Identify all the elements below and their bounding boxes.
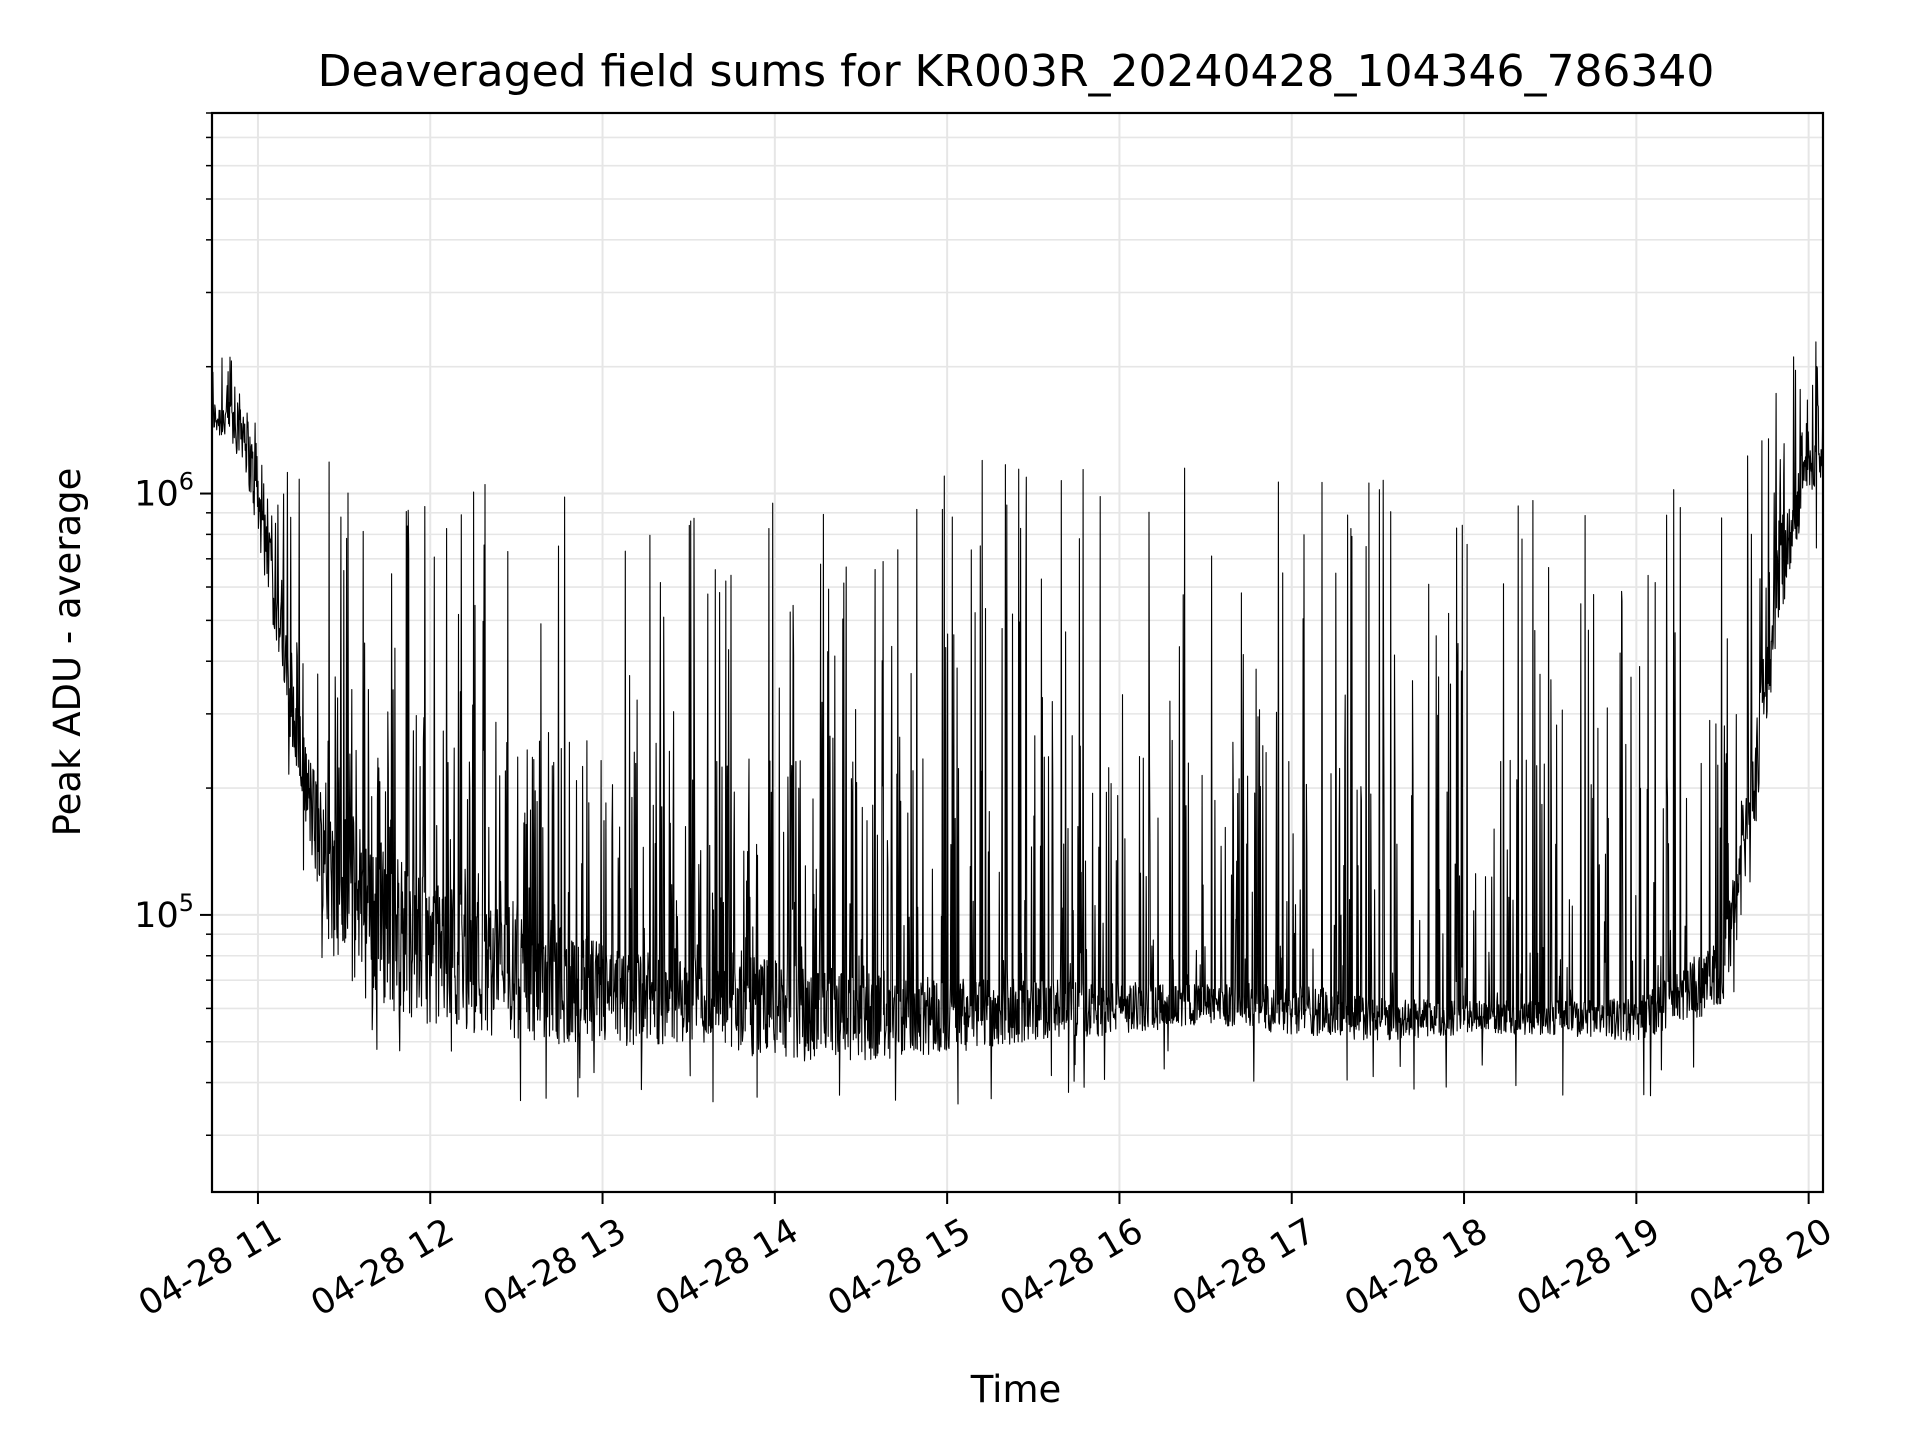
x-tick-label: 04-28 12 xyxy=(304,1211,460,1324)
y-axis: 105 106 xyxy=(134,112,212,1136)
y-axis-label: Peak ADU - average xyxy=(46,468,89,837)
x-tick-label: 04-28 18 xyxy=(1338,1211,1494,1324)
series-line xyxy=(211,341,1824,1105)
y-tick-label: 106 xyxy=(134,468,194,515)
chart-title: Deaveraged field sums for KR003R_2024042… xyxy=(318,46,1715,97)
x-tick-label: 04-28 11 xyxy=(132,1211,288,1324)
x-tick-label: 04-28 20 xyxy=(1683,1211,1839,1324)
x-tick-label: 04-28 14 xyxy=(649,1211,805,1324)
x-tick-label: 04-28 13 xyxy=(477,1211,633,1324)
x-tick-label: 04-28 16 xyxy=(994,1211,1150,1324)
y-tick-label: 105 xyxy=(134,889,194,936)
x-axis: 04-28 11 04-28 12 04-28 13 04-28 14 04-28 15… xyxy=(132,1192,1839,1324)
x-tick-label: 04-28 15 xyxy=(821,1211,977,1324)
plot-frame xyxy=(210,111,1825,1194)
x-tick-label: 04-28 17 xyxy=(1166,1211,1322,1324)
x-tick-label: 04-28 19 xyxy=(1511,1211,1667,1324)
x-axis-label: Time xyxy=(970,1368,1062,1411)
data-series-line xyxy=(211,341,1824,1105)
